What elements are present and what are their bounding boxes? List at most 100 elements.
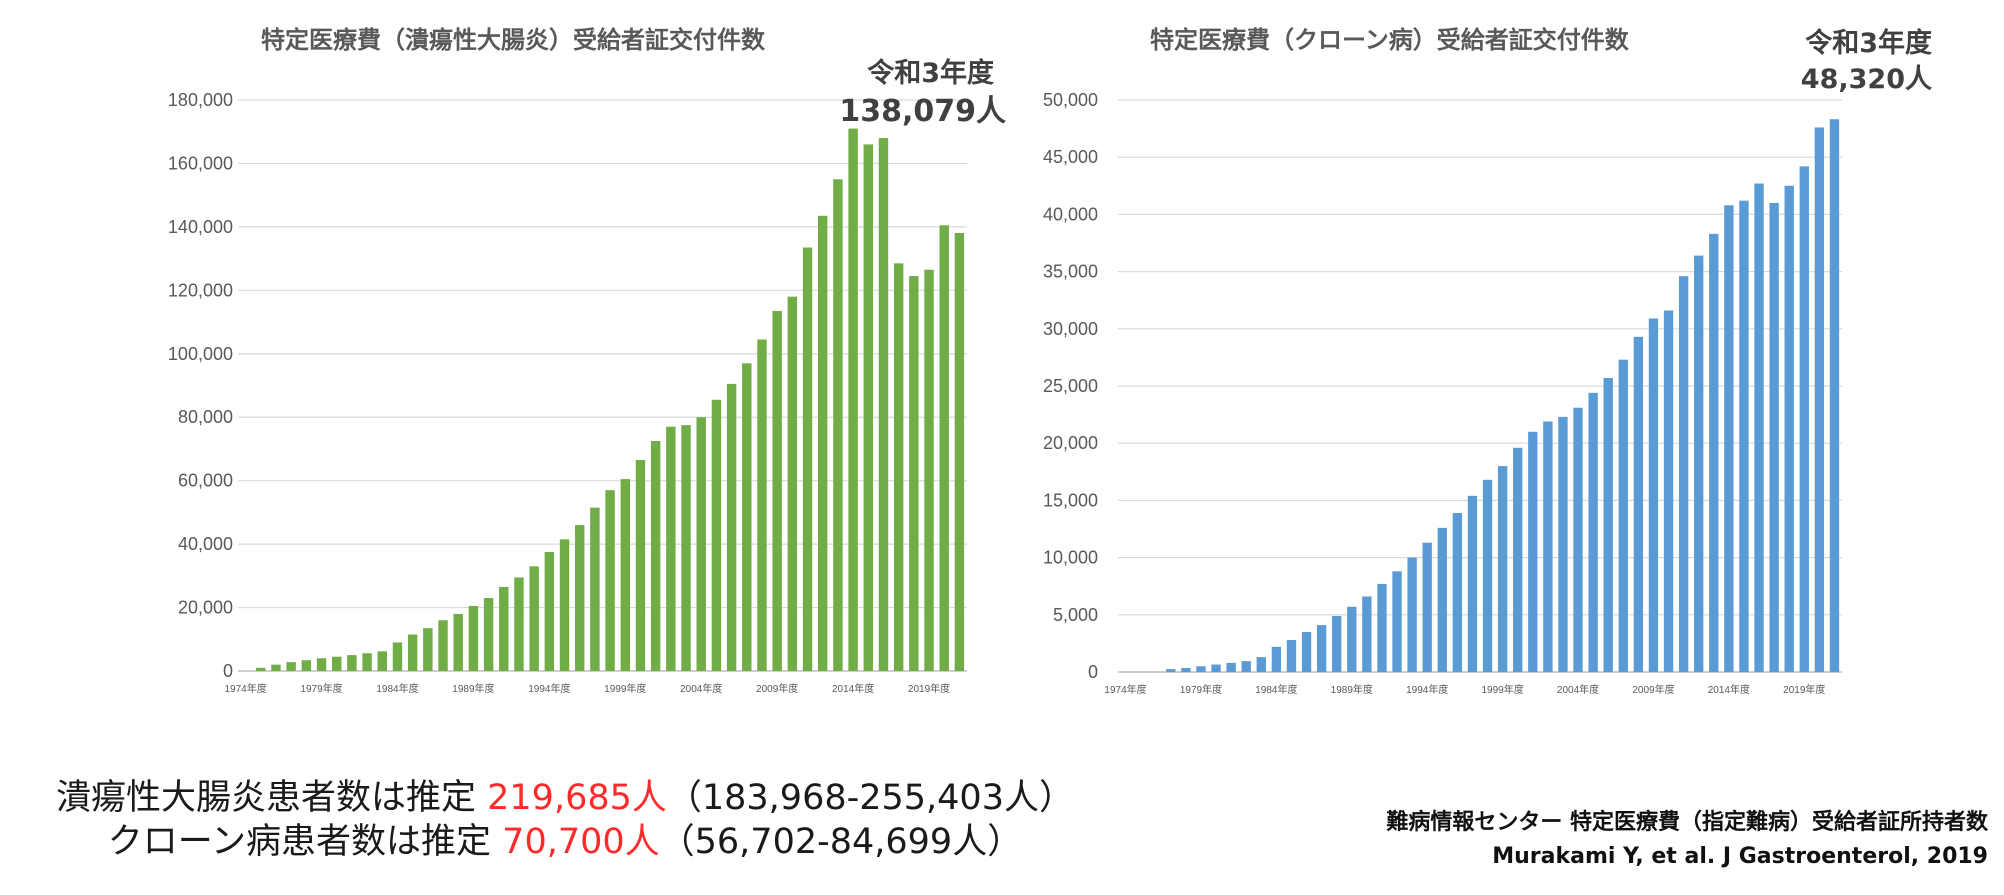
bar (802, 247, 813, 671)
y-tick-label: 140,000 (168, 217, 233, 237)
uc-chart: 特定医療費（潰瘍性大腸炎）受給者証交付件数 0 20,000 40,000 60,00… (168, 26, 1006, 695)
bar (1467, 495, 1478, 672)
bar (1347, 606, 1357, 672)
cd-bars (1166, 119, 1840, 673)
cd-y-axis: 0 5,000 10,000 15,000 20,000 25,000 30,000 35,0… (1043, 90, 1098, 682)
bar (1181, 667, 1191, 672)
bar (1301, 631, 1312, 672)
x-tick-label: 1989年度 (1331, 683, 1373, 696)
bar (1694, 255, 1704, 673)
y-tick-label: 5,000 (1053, 605, 1098, 625)
x-tick-label: 1999年度 (1482, 683, 1524, 696)
bar (514, 577, 524, 671)
uc-estimate-prefix: 潰瘍性大腸炎患者数は推定 (56, 778, 488, 818)
bar (483, 598, 494, 671)
x-tick-label: 1994年度 (528, 682, 570, 695)
bar (909, 276, 919, 671)
bar (696, 417, 706, 671)
bar (1392, 571, 1402, 672)
bar (1211, 664, 1221, 672)
bar (1754, 183, 1764, 672)
cd-estimate-range: （56,702-84,699人） (659, 822, 1023, 862)
y-tick-label: 0 (1088, 662, 1098, 682)
bar (787, 296, 798, 671)
bar (650, 441, 661, 671)
uc-callout-label: 令和3年度 (867, 57, 994, 89)
x-tick-label: 2019年度 (1783, 683, 1825, 696)
y-tick-label: 120,000 (168, 280, 233, 300)
bar (772, 310, 782, 671)
bar (332, 656, 342, 671)
bar (954, 232, 965, 671)
y-tick-label: 0 (223, 661, 233, 681)
bar (362, 653, 372, 671)
bar (893, 263, 904, 671)
bar (1784, 185, 1794, 673)
bar (1241, 661, 1251, 672)
bar (377, 651, 387, 671)
bar (1316, 625, 1327, 672)
bar (590, 507, 600, 671)
bar (575, 525, 585, 671)
bar (468, 605, 479, 671)
y-tick-label: 80,000 (178, 407, 233, 427)
bar (924, 269, 934, 671)
uc-callout-value: 138,079人 (839, 94, 1006, 129)
bar (499, 586, 509, 671)
bar (392, 642, 403, 671)
bar (1497, 466, 1508, 672)
bar (1633, 336, 1644, 672)
y-tick-label: 160,000 (168, 153, 233, 173)
bar (620, 479, 630, 671)
x-tick-label: 1974年度 (224, 682, 266, 695)
patient-estimate-summary: 潰瘍性大腸炎患者数は推定 219,685人（183,968-255,403人） … (20, 776, 1110, 864)
bar (605, 490, 615, 671)
x-tick-label: 1979年度 (1180, 683, 1222, 696)
bar (1558, 416, 1568, 672)
bar (407, 634, 418, 671)
bar (863, 144, 873, 671)
bar (1196, 666, 1206, 672)
bar (1814, 127, 1825, 673)
cd-callout-value: 48,320人 (1801, 64, 1932, 95)
bar (256, 667, 266, 671)
bar (1573, 407, 1583, 672)
bar (559, 539, 570, 671)
y-tick-label: 180,000 (168, 90, 233, 110)
bar (1513, 447, 1523, 672)
bar (742, 363, 752, 671)
uc-chart-title: 特定医療費（潰瘍性大腸炎）受給者証交付件数 (261, 26, 766, 54)
bar (438, 620, 448, 671)
y-tick-label: 40,000 (1043, 204, 1098, 224)
bar (1678, 276, 1689, 672)
bar (666, 426, 676, 671)
source-citation: 難病情報センター 特定医療費（指定難病）受給者証所持者数 Murakami Y,… (1386, 806, 1988, 874)
x-tick-label: 2009年度 (756, 682, 798, 695)
bar (271, 664, 281, 671)
y-tick-label: 40,000 (178, 534, 233, 554)
bar (453, 613, 463, 671)
uc-gridlines (238, 99, 967, 672)
y-tick-label: 100,000 (168, 344, 233, 364)
x-tick-label: 2004年度 (1557, 683, 1599, 696)
y-tick-label: 25,000 (1043, 376, 1098, 396)
cd-callout-label: 令和3年度 (1805, 27, 1932, 59)
bar (1286, 639, 1297, 672)
uc-x-axis: 1974年度 1979年度 1984年度 1989年度 1994年度 1999年度 2004… (224, 682, 950, 695)
cd-x-axis: 1974年度 1979年度 1984年度 1989年度 1994年度 1999年度 2004… (1104, 683, 1825, 696)
bar (1618, 359, 1628, 672)
bar (1226, 662, 1236, 672)
bar (726, 383, 737, 671)
bar (301, 660, 312, 671)
y-tick-label: 50,000 (1043, 90, 1098, 110)
bar (286, 662, 296, 671)
uc-estimate-value: 219,685人 (487, 778, 667, 818)
y-tick-label: 20,000 (1043, 433, 1098, 453)
bar (939, 225, 949, 671)
bar (1829, 119, 1840, 673)
x-tick-label: 1984年度 (1255, 683, 1297, 696)
x-tick-label: 2014年度 (1708, 683, 1750, 696)
bar (529, 566, 539, 671)
bar (818, 215, 828, 671)
x-tick-label: 1999年度 (604, 682, 646, 695)
